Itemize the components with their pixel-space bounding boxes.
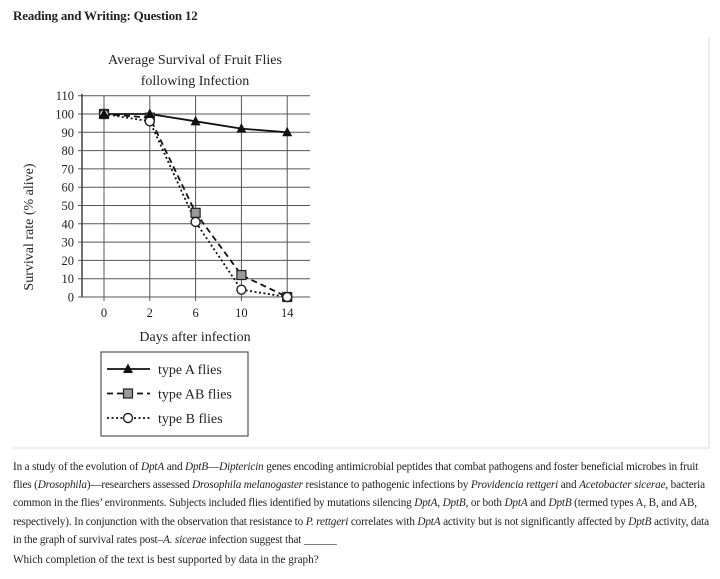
chart-title-line-2: following Infection: [141, 74, 249, 89]
question-title: Reading and Writing: Question 12: [13, 8, 198, 23]
passage-segment: resistance to pathogenic infections by: [302, 479, 471, 492]
x-tick-label: 14: [281, 306, 294, 320]
italic-term: DptA: [141, 461, 165, 473]
data-point-circle: [190, 216, 201, 228]
italic-term: Providencia rettgeri: [470, 479, 559, 492]
passage-segment: and: [527, 497, 549, 510]
italic-term: DptB: [628, 515, 652, 528]
data-point-triangle: [282, 126, 293, 137]
italic-term: DptA: [417, 515, 441, 528]
chart-title-line-1: Average Survival of Fruit Flies: [108, 53, 282, 68]
y-tick-label: 30: [62, 236, 75, 250]
y-tick-label: 40: [62, 217, 75, 231]
x-tick-label: 6: [192, 306, 198, 320]
italic-term: Drosophila: [37, 479, 87, 492]
italic-term: DptB: [548, 497, 572, 510]
passage-segment: —: [208, 461, 220, 473]
y-tick-label: 0: [68, 291, 74, 305]
survival-chart: Average Survival of Fruit Flies following…: [22, 53, 310, 437]
passage-segment: activity but is not significantly affect…: [440, 515, 629, 528]
y-tick-label: 60: [62, 181, 75, 195]
y-tick-label: 100: [55, 108, 74, 122]
data-point-triangle: [144, 108, 155, 118]
y-tick-label: 90: [62, 126, 75, 140]
data-point-triangle: [190, 115, 201, 126]
italic-term: DptB: [442, 497, 466, 510]
legend-label: type B flies: [158, 412, 223, 427]
data-point-triangle: [99, 108, 109, 118]
x-axis-label: Days after infection: [139, 330, 250, 345]
data-point-square: [190, 207, 201, 218]
legend-marker-square-icon: [122, 388, 134, 399]
passage-segment: (termed types A, B, and AB, respectively…: [13, 497, 697, 528]
x-tick-label: 10: [235, 306, 248, 320]
passage-segment: , or both: [465, 497, 505, 510]
italic-term: Diptericin: [219, 461, 264, 473]
passage-text: In a study of the evolution of DptA and …: [13, 458, 713, 549]
x-tick-label: 2: [147, 306, 153, 320]
passage-segment: )—researchers assessed: [86, 479, 193, 492]
passage-segment: ,: [437, 497, 443, 510]
y-axis-label: Survival rate (% alive): [22, 163, 37, 290]
passage-segment: activity, data in the graph of survival …: [13, 515, 709, 546]
legend-label: type A flies: [158, 363, 222, 378]
passage-segment: genes encoding antimicrobial peptides th…: [13, 461, 699, 492]
legend-marker-circle-icon: [122, 412, 134, 424]
x-tick-label: 0: [101, 306, 107, 320]
italic-term: A. sicerae: [162, 533, 207, 546]
data-point-square: [236, 269, 247, 281]
italic-term: DptB: [185, 461, 209, 473]
passage-segment: , bacteria common in the flies’ environm…: [13, 479, 705, 510]
italic-term: Drosophila melanogaster: [192, 479, 303, 492]
passage-segment: and: [558, 479, 580, 492]
italic-term: P. rettgeri: [305, 515, 349, 528]
data-point-triangle: [236, 123, 247, 133]
figure-panel: Average Survival of Fruit Flies following…: [12, 37, 710, 449]
passage-segment: correlates with: [348, 515, 418, 528]
legend-marker-triangle-icon: [123, 363, 133, 373]
y-tick-label: 80: [62, 144, 75, 158]
data-point-circle: [144, 116, 156, 127]
question-prompt: Which completion of the text is best sup…: [13, 554, 319, 566]
y-tick-label: 110: [56, 89, 74, 103]
italic-term: DptA: [504, 497, 528, 510]
italic-term: DptA: [414, 497, 438, 510]
y-tick-label: 50: [62, 199, 75, 213]
data-point-circle: [236, 284, 247, 295]
italic-term: Acetobacter sicerae: [579, 479, 666, 492]
y-tick-label: 70: [62, 162, 75, 176]
y-tick-label: 20: [62, 254, 75, 268]
passage-segment: infection suggest that ______: [206, 533, 337, 546]
data-point-circle: [282, 291, 293, 303]
y-tick-label: 10: [62, 272, 75, 286]
legend-label: type AB flies: [158, 388, 232, 403]
passage-segment: In a study of the evolution of: [13, 461, 142, 473]
passage-segment: and: [164, 461, 186, 473]
